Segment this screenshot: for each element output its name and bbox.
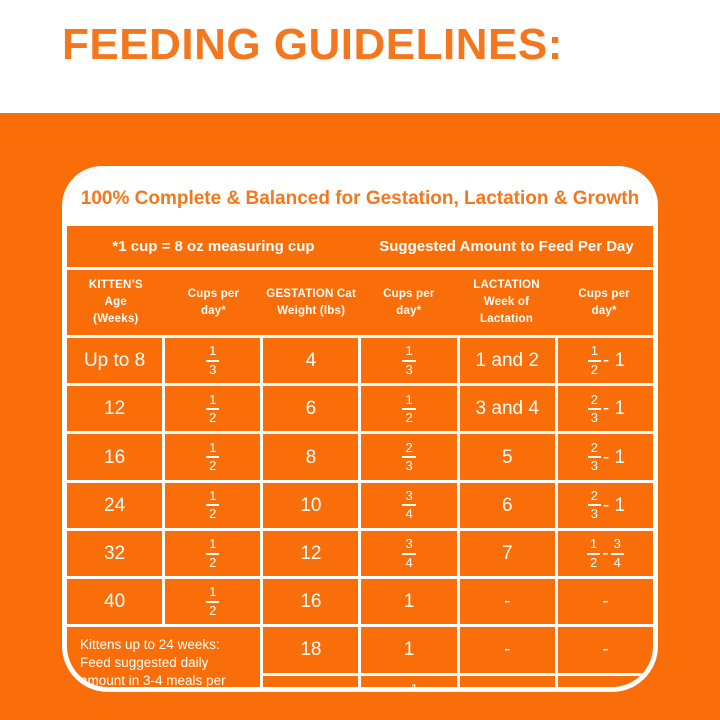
table-cell: 1 14 <box>361 675 457 687</box>
suggested-amount-note: Suggested Amount to Feed Per Day <box>379 238 634 255</box>
table-cell: - <box>459 627 555 673</box>
table-cell: 16 <box>67 434 163 480</box>
table-cell: 40 <box>67 579 163 625</box>
column-header: Cups per day* <box>383 287 435 317</box>
table-cell: 6 <box>459 482 555 528</box>
table-cell: - <box>459 579 555 625</box>
banner-headline: 100% Complete & Balanced for Gestation, … <box>67 171 653 226</box>
feeding-footnote: Kittens up to 24 weeks: Feed suggested d… <box>67 627 261 687</box>
table-cell: - <box>459 675 555 687</box>
feeding-table-card: 100% Complete & Balanced for Gestation, … <box>62 166 658 692</box>
table-cell: 1 and 2 <box>459 338 555 384</box>
table-cell: 24 <box>67 482 163 528</box>
column-header: GESTATION Cat Weight (lbs) <box>266 287 357 317</box>
column-header: KITTEN’S Age (Weeks) <box>88 279 143 325</box>
table-cell: 10 <box>263 482 359 528</box>
table-cell: 5 <box>459 434 555 480</box>
table-cell: - <box>557 579 653 625</box>
table-cell: 20 <box>263 675 359 687</box>
notes-band: *1 cup = 8 oz measuring cup Suggested Am… <box>67 226 653 270</box>
column-header: Cups per day* <box>187 287 240 317</box>
table-cell: 18 <box>263 627 359 673</box>
table-cell: 16 <box>263 579 359 625</box>
column-header: LACTATION Week of Lactation <box>473 279 540 325</box>
table-header-row: KITTEN’S Age (Weeks) Cups per day* GESTATION … <box>67 270 653 338</box>
table-cell: 6 <box>263 386 359 432</box>
table-cell: 1 <box>361 627 457 673</box>
table-cell: 12 <box>263 530 359 577</box>
table-cell: - <box>557 627 653 673</box>
stacked-fraction: 14 <box>408 681 421 687</box>
table-cell: 12 <box>67 386 163 432</box>
table-cell: 7 <box>459 530 555 577</box>
table-cell: 3 and 4 <box>459 386 555 432</box>
cup-measure-note: *1 cup = 8 oz measuring cup <box>112 238 315 255</box>
column-header: Cups per day* <box>578 287 630 317</box>
table-cell: 8 <box>263 434 359 480</box>
table-cell: Up to 8 <box>67 338 163 384</box>
table-cell: - <box>557 675 653 687</box>
orange-background: 100% Complete & Balanced for Gestation, … <box>0 113 720 720</box>
table-cell: 32 <box>67 530 163 577</box>
table-cell: 1 <box>361 579 457 625</box>
page-title: FEEDING GUIDELINES: <box>62 20 563 69</box>
table-cell: 4 <box>263 338 359 384</box>
